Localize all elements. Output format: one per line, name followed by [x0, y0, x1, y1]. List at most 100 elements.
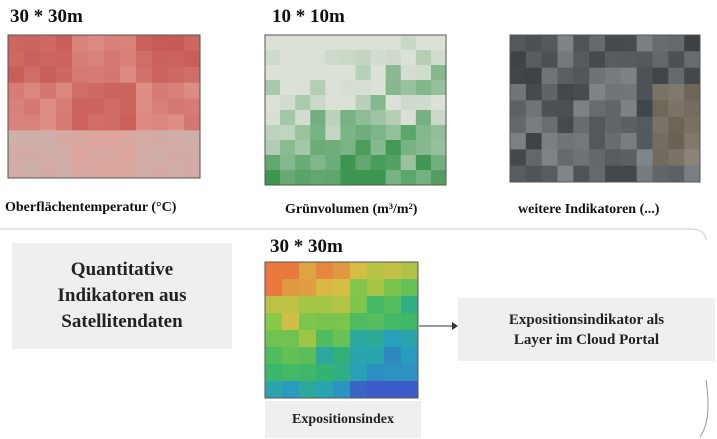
- map-tile: [56, 99, 73, 115]
- map-tile: [120, 35, 137, 51]
- map-tile: [510, 100, 526, 117]
- map-tile: [401, 381, 419, 399]
- map-tile: [40, 146, 57, 162]
- map-tile: [299, 313, 317, 331]
- map-tile: [24, 114, 41, 130]
- map-tile: [8, 130, 25, 146]
- map-tile: [668, 68, 684, 85]
- map-tile: [367, 347, 385, 365]
- map-tile: [333, 364, 351, 382]
- map-tile: [282, 279, 300, 297]
- map-tile: [265, 262, 283, 280]
- map-tile: [136, 146, 153, 162]
- map-tile: [310, 170, 326, 186]
- map-tile: [120, 99, 137, 115]
- map-tile: [152, 35, 169, 51]
- map-tile: [24, 99, 41, 115]
- map-tile: [136, 83, 153, 99]
- map-tile: [510, 117, 526, 134]
- map-tile: [280, 125, 296, 141]
- map-tile: [558, 166, 574, 183]
- map-tile: [152, 162, 169, 178]
- map-tile: [340, 155, 356, 171]
- map-tile: [371, 50, 387, 66]
- map-tile: [265, 313, 283, 331]
- map-tile: [340, 110, 356, 126]
- map-tile: [325, 170, 341, 186]
- map-tile: [310, 35, 326, 51]
- map-tile: [367, 330, 385, 348]
- map-tile: [325, 50, 341, 66]
- map-tile: [573, 133, 589, 150]
- map-tile: [542, 68, 558, 85]
- map-tile: [605, 100, 621, 117]
- map-tile: [401, 140, 417, 156]
- map-tile: [356, 140, 372, 156]
- map-tile: [136, 51, 153, 67]
- map-tile: [310, 110, 326, 126]
- map-tile: [88, 162, 105, 178]
- map-tile: [168, 162, 185, 178]
- map-tile: [526, 84, 542, 101]
- map-tile: [431, 35, 447, 51]
- map-tile: [340, 95, 356, 111]
- map-tile: [573, 117, 589, 134]
- map-tile: [386, 95, 402, 111]
- map-tile: [310, 155, 326, 171]
- map-tile: [265, 381, 283, 399]
- map-tile: [136, 162, 153, 178]
- map-tile: [573, 149, 589, 166]
- map-tile: [386, 110, 402, 126]
- map-tile: [653, 149, 669, 166]
- map-tile: [8, 162, 25, 178]
- map-tile: [299, 364, 317, 382]
- map-tile: [136, 114, 153, 130]
- map-tile: [558, 100, 574, 117]
- map-tile: [621, 133, 637, 150]
- map-tile: [152, 83, 169, 99]
- map-tile: [356, 80, 372, 96]
- map-tile: [356, 125, 372, 141]
- map-tile: [325, 65, 341, 81]
- map-tile: [386, 35, 402, 51]
- map-tile: [542, 149, 558, 166]
- map-tile: [40, 35, 57, 51]
- map-tile: [526, 117, 542, 134]
- map-tile: [265, 347, 283, 365]
- map-tile: [416, 65, 432, 81]
- map-tile: [542, 117, 558, 134]
- map-tile: [265, 330, 283, 348]
- map-tile: [184, 99, 201, 115]
- map-tile: [637, 149, 653, 166]
- map-tile: [384, 347, 402, 365]
- artwork: [0, 0, 717, 439]
- map-tile: [637, 100, 653, 117]
- map-tile: [350, 347, 368, 365]
- map-tile: [88, 130, 105, 146]
- map-tile: [684, 133, 700, 150]
- map-tile: [526, 35, 542, 52]
- map-tile: [605, 51, 621, 68]
- map-tile: [295, 110, 311, 126]
- map-tile: [371, 155, 387, 171]
- map-tile: [333, 330, 351, 348]
- map-tile: [431, 170, 447, 186]
- map-tile: [136, 35, 153, 51]
- map-tile: [371, 80, 387, 96]
- map-tile: [573, 166, 589, 183]
- map-tile: [316, 364, 334, 382]
- map-tile: [265, 110, 281, 126]
- map-tile: [621, 149, 637, 166]
- map-tile: [637, 117, 653, 134]
- map-tile: [184, 83, 201, 99]
- map-tile: [510, 51, 526, 68]
- map-tile: [40, 114, 57, 130]
- map-tile: [386, 140, 402, 156]
- map-tile: [295, 170, 311, 186]
- map-tile: [299, 296, 317, 314]
- map-tile: [120, 146, 137, 162]
- map-tile: [333, 296, 351, 314]
- map-tile: [371, 140, 387, 156]
- diagram: 30 * 30m 10 * 10m Oberflächentemperatur …: [0, 0, 717, 439]
- map-tile: [24, 67, 41, 83]
